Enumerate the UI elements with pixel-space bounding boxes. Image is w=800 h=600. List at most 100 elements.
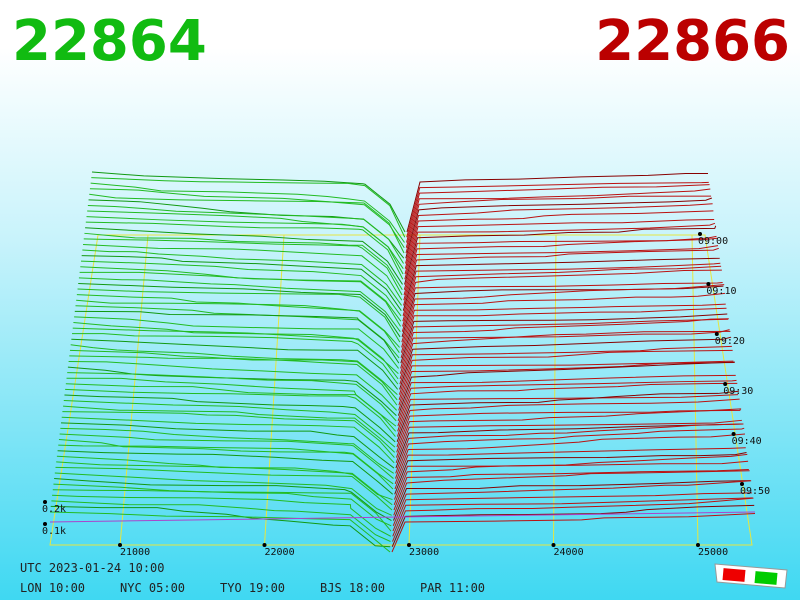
bid-depth-line [85, 227, 403, 285]
ask-depth-line [394, 447, 746, 490]
city-clock: TYO 19:00 [220, 581, 285, 595]
ask-depth-line [403, 235, 717, 290]
bid-depth-line [72, 327, 399, 380]
ask-depth-line [399, 336, 732, 390]
ask-depth-line [404, 210, 714, 269]
ask-depth-line [406, 181, 709, 238]
city-clock: NYC 05:00 [120, 581, 185, 595]
bid-depth-line [81, 255, 402, 311]
ask-depth-line [399, 329, 730, 380]
ask-depth-line [392, 480, 752, 526]
bid-depth-line [58, 444, 394, 490]
price-tick [407, 543, 411, 547]
ask-depth-line [400, 313, 728, 364]
ask-depth-line [396, 390, 739, 443]
ask-depth-line [399, 330, 731, 385]
depth-label: 0.2k [42, 504, 66, 515]
bid-depth-line [76, 294, 400, 348]
bid-depth-line [56, 461, 393, 506]
ask-depth-line [402, 265, 722, 322]
time-tick [698, 232, 702, 236]
time-tick [740, 482, 744, 486]
depth-tick [43, 500, 47, 504]
ask-depth-line [397, 382, 738, 432]
ask-depth-line [396, 394, 739, 437]
bid-depth-line [61, 416, 395, 464]
ask-depth-line [403, 237, 718, 296]
bid-depth-line [78, 277, 401, 332]
time-tick [714, 332, 719, 336]
utc-time: UTC 2023-01-24 10:00 [20, 561, 165, 575]
bid-depth-line [73, 321, 399, 375]
ask-depth-line [395, 408, 742, 458]
ask-depth-line [401, 284, 725, 343]
depth-label: 0.1k [42, 526, 66, 537]
bid-depth-line [85, 221, 404, 280]
bid-depth-line [89, 188, 405, 249]
bid-depth-line [64, 394, 396, 443]
ask-depth-line [403, 245, 719, 301]
time-label: 09:20 [715, 336, 745, 347]
ask-depth-line [395, 419, 742, 463]
bid-depth-line [78, 282, 401, 338]
bid-depth-line [74, 316, 400, 369]
bid-depth-line [69, 355, 398, 406]
ask-depth-line [391, 504, 755, 547]
ask-depth-line [394, 427, 745, 479]
bid-depth-line [55, 466, 393, 511]
price-grid-line [408, 234, 421, 546]
ask-depth-line [393, 460, 749, 505]
ask-depth-line [405, 197, 713, 259]
bid-depth-line [52, 489, 392, 532]
bid-depth-line [82, 249, 402, 306]
ask-depth-line [400, 303, 726, 353]
time-label: 09:00 [698, 236, 728, 247]
bid-depth-line [52, 494, 391, 537]
ask-depth-line [398, 349, 733, 401]
ask-depth-line [396, 398, 740, 448]
price-grid-line [264, 234, 285, 546]
ask-depth-line [394, 452, 747, 495]
bid-depth-line [53, 483, 392, 527]
ask-depth-line [392, 492, 752, 532]
bid-depth-line [90, 182, 405, 243]
bid-depth-line [63, 405, 396, 453]
bid-depth-line [80, 260, 402, 317]
bid-depth-line [57, 450, 394, 495]
bid-depth-line [56, 455, 393, 501]
bid-depth-line [58, 439, 394, 485]
bid-depth-line [68, 361, 397, 411]
ask-depth-line [406, 172, 709, 233]
bid-depth-line [59, 433, 394, 479]
price-tick [696, 543, 700, 547]
ask-depth-line [401, 285, 724, 338]
ask-depth-line [391, 513, 756, 553]
bid-depth-line [67, 372, 397, 422]
time-label: 09:30 [723, 386, 753, 397]
bid-depth-line [71, 338, 399, 390]
bid-depth-line [74, 310, 400, 364]
bid-price: 22864 [12, 9, 207, 74]
ask-depth-line [393, 480, 751, 521]
price-grid-line [119, 234, 149, 546]
time-label: 09:50 [740, 486, 770, 497]
ask-depth-line [393, 470, 750, 516]
bid-depth-line [62, 411, 395, 458]
price-label: 21000 [120, 547, 150, 558]
ask-depth-line [400, 307, 727, 359]
ask-depth-line [405, 195, 712, 254]
bid-depth-line [83, 238, 403, 296]
ask-depth-line [397, 379, 737, 427]
bid-depth-line [86, 216, 404, 275]
bid-depth-line [91, 177, 406, 238]
price-grid-line [691, 234, 699, 546]
ask-depth-line [394, 433, 746, 484]
bid-depth-line [51, 500, 391, 542]
ask-depth-line [392, 497, 754, 542]
bid-depth-line [63, 400, 396, 448]
depth-tick [43, 522, 47, 526]
bid-depth-line [60, 422, 395, 469]
bid-depth-line [70, 344, 398, 395]
ask-depth-line [404, 225, 717, 285]
